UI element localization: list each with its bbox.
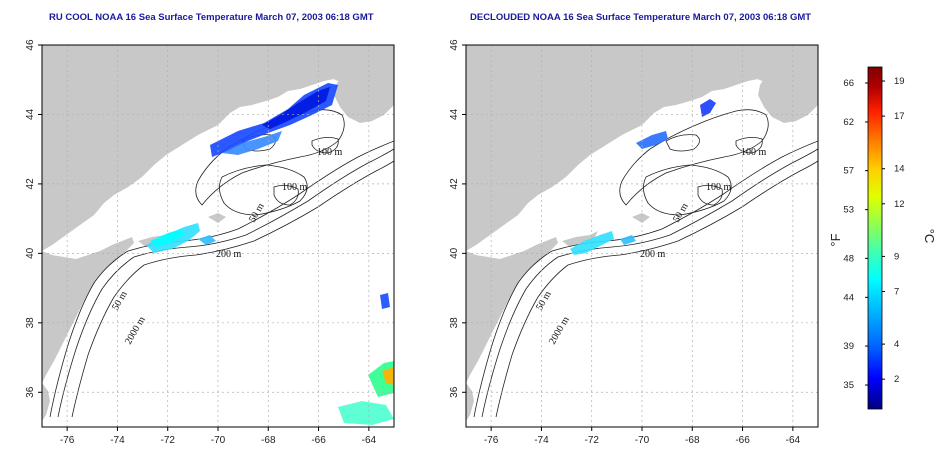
colorbar-gradient — [867, 66, 883, 410]
celsius-tick-label: 4 — [894, 339, 899, 350]
sst-patch-4 — [620, 235, 636, 245]
celsius-tick-label: 17 — [894, 111, 905, 122]
contour-label: 100 m — [706, 182, 732, 193]
x-tick-label: -64 — [362, 435, 377, 446]
fahrenheit-tick-label: 53 — [843, 205, 854, 216]
celsius-tick-label: 2 — [894, 374, 899, 385]
fahrenheit-tick-label: 35 — [843, 380, 854, 391]
sst-patch-6 — [198, 235, 216, 245]
fahrenheit-tick-label: 57 — [843, 166, 854, 177]
celsius-tick-label: 12 — [894, 199, 905, 210]
x-tick-label: -64 — [786, 435, 801, 446]
contour-label: 100 m — [741, 147, 767, 158]
fahrenheit-tick-label: 44 — [843, 292, 854, 303]
sst-patch-2 — [262, 87, 330, 129]
sst-patch-3 — [570, 231, 614, 255]
celsius-tick-label: 19 — [894, 76, 905, 87]
celsius-unit-label: °C — [922, 229, 937, 244]
y-tick-label: 44 — [449, 108, 460, 120]
fahrenheit-tick-label: 62 — [843, 117, 854, 128]
y-tick-label: 38 — [25, 317, 36, 329]
y-tick-label: 46 — [25, 39, 36, 51]
celsius-tick-label: 7 — [894, 286, 899, 297]
contour-label: 100 m — [317, 147, 343, 158]
contour-label: 200 m — [216, 249, 242, 260]
y-tick-label: 36 — [25, 386, 36, 398]
x-tick-label: -70 — [211, 435, 226, 446]
x-tick-label: -66 — [311, 435, 326, 446]
y-tick-label: 46 — [449, 39, 460, 51]
y-tick-label: 40 — [25, 247, 36, 259]
contour-label: 200 m — [640, 249, 666, 260]
x-tick-label: -72 — [584, 435, 599, 446]
colorbar: 66 62 57 53 48 44 39 35 19 17 14 12 9 7 4 2 °F °C — [828, 66, 937, 410]
sst-patch-9 — [338, 401, 394, 425]
y-tick-label: 36 — [449, 386, 460, 398]
right-panel-title: DECLOUDED NOAA 16 Sea Surface Temperatur… — [470, 12, 812, 23]
sst-patch-5 — [150, 229, 184, 247]
y-tick-label: 38 — [449, 317, 460, 329]
x-tick-label: -68 — [261, 435, 276, 446]
fahrenheit-tick-label: 66 — [843, 78, 854, 89]
fahrenheit-unit-label: °F — [828, 233, 843, 246]
celsius-tick-label: 9 — [894, 251, 899, 262]
x-tick-label: -76 — [60, 435, 75, 446]
sst-patch-7 — [380, 293, 390, 309]
x-tick-label: -74 — [110, 435, 125, 446]
x-tick-label: -66 — [735, 435, 750, 446]
fahrenheit-tick-label: 39 — [843, 341, 854, 352]
x-tick-label: -68 — [685, 435, 700, 446]
y-tick-label: 42 — [25, 178, 36, 190]
y-tick-label: 42 — [449, 178, 460, 190]
x-tick-label: -72 — [160, 435, 175, 446]
x-tick-label: -74 — [534, 435, 549, 446]
sst-patch-1 — [636, 131, 668, 149]
left-panel-title: RU COOL NOAA 16 Sea Surface Temperature … — [49, 12, 374, 23]
contour-label: 100 m — [282, 182, 308, 193]
x-tick-label: -70 — [635, 435, 650, 446]
y-tick-label: 40 — [449, 247, 460, 259]
celsius-tick-label: 14 — [894, 164, 905, 175]
fahrenheit-tick-label: 48 — [843, 253, 854, 264]
sst-patch-2 — [700, 99, 716, 117]
x-tick-label: -76 — [484, 435, 499, 446]
sst-patch-3 — [222, 131, 282, 155]
sst-patch-10 — [382, 367, 394, 385]
y-tick-label: 44 — [25, 108, 36, 120]
